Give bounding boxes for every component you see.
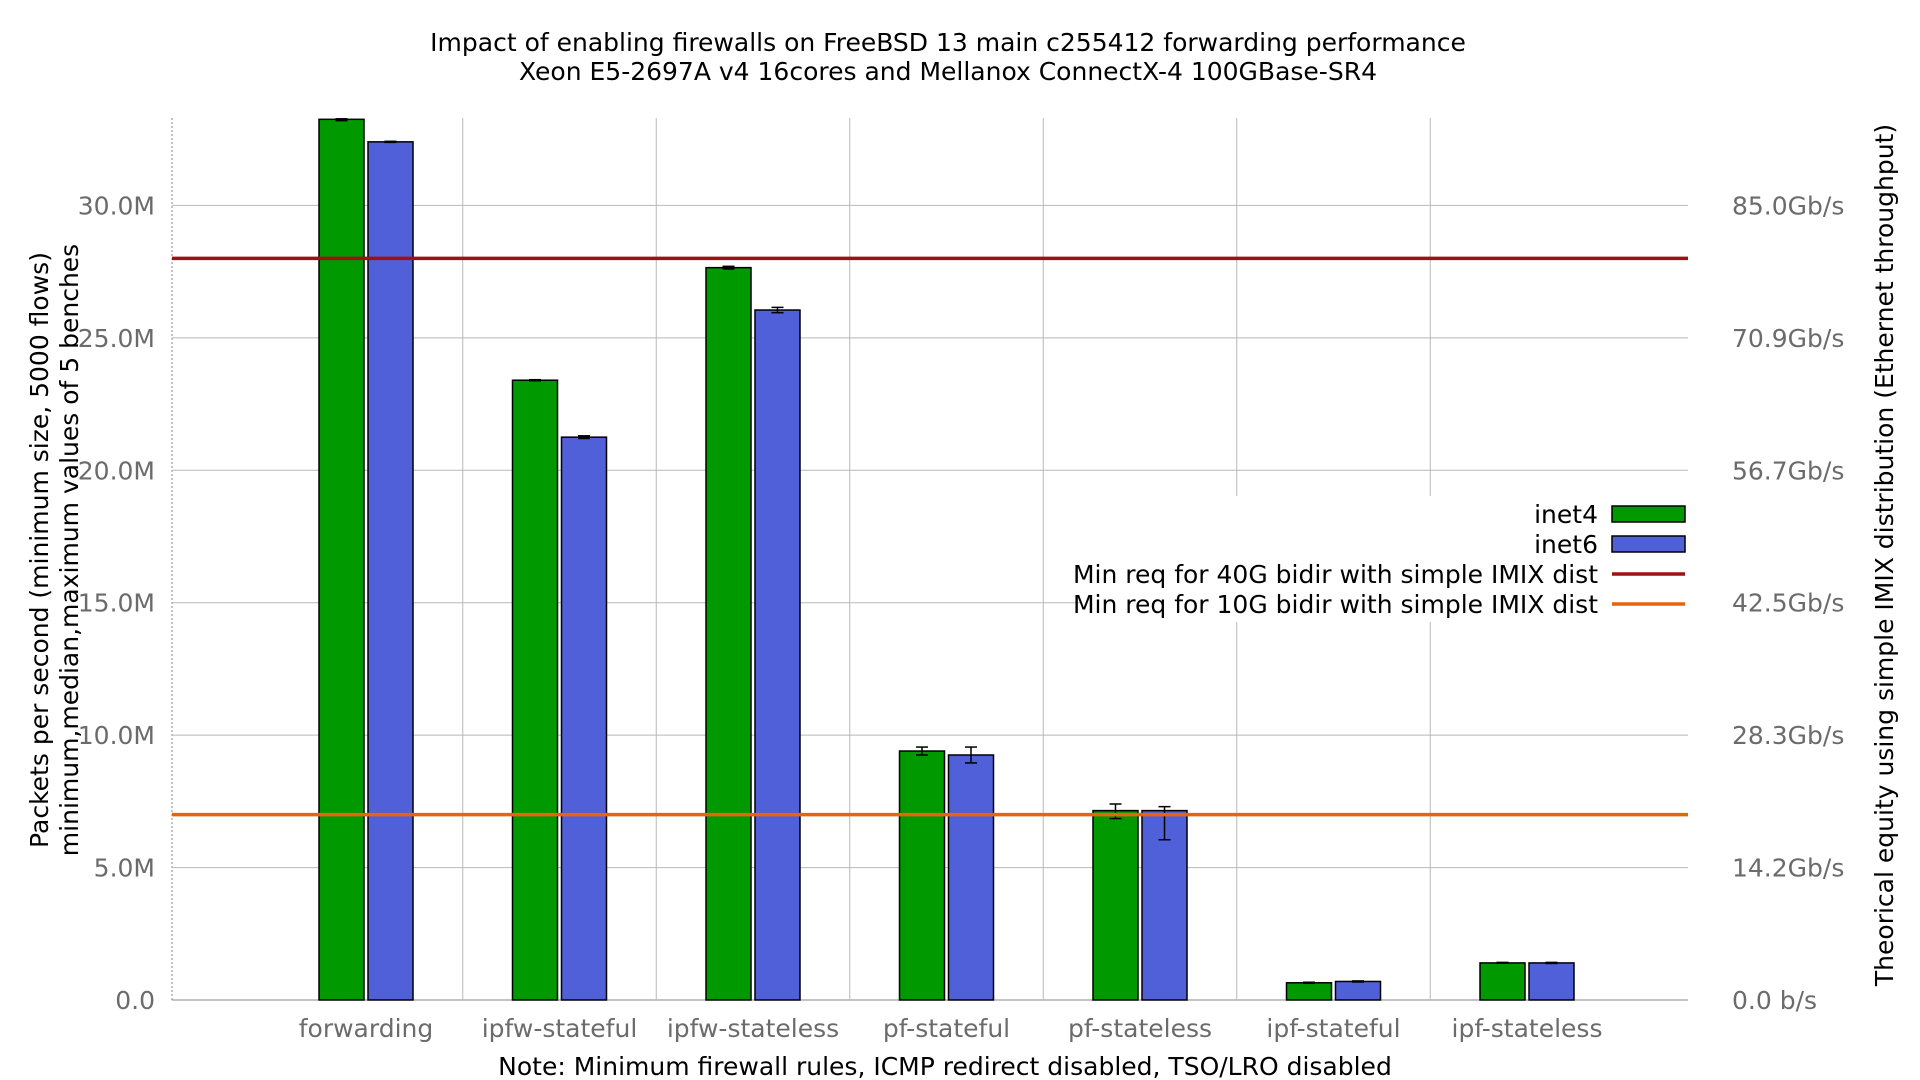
bar-inet4-ipfw-stateless: [705, 266, 752, 1001]
bar-inet6-ipfw-stateful: [560, 436, 608, 1001]
x-tick-label: ipf-stateless: [1452, 1014, 1603, 1043]
legend-swatch: [1611, 505, 1686, 523]
x-tick-label: forwarding: [299, 1014, 434, 1043]
y-tick-label: 10.0M: [78, 721, 155, 750]
bar-inet6-ipfw-stateless: [754, 309, 801, 1001]
y-tick-label: 15.0M: [78, 589, 155, 618]
x-tick-label: ipf-stateful: [1266, 1014, 1400, 1043]
x-tick-label: pf-stateless: [1068, 1014, 1212, 1043]
legend-background: [1080, 496, 1690, 622]
left-y-axis: 0.0 5.0M 10.0M 15.0M 20.0M 25.0M 30.0M: [78, 191, 155, 1015]
y2-tick-label: 70.9Gb/s: [1732, 324, 1844, 353]
reference-lines: [172, 256, 1688, 817]
y2-tick-label: 14.2Gb/s: [1732, 854, 1844, 883]
y-tick-label: 5.0M: [94, 854, 155, 883]
x-tick-label: ipfw-stateful: [482, 1014, 638, 1043]
bar-inet6-pf-stateful: [947, 754, 995, 1001]
legend-label: Min req for 10G bidir with simple IMIX d…: [1073, 590, 1598, 619]
legend-swatch: [1611, 535, 1686, 553]
x-axis-label: Note: Minimum firewall rules, ICMP redir…: [498, 1052, 1392, 1080]
chart-title: Impact of enabling firewalls on FreeBSD …: [430, 28, 1466, 57]
y-tick-label: 0.0: [115, 986, 155, 1015]
y2-tick-label: 0.0 b/s: [1732, 986, 1817, 1015]
legend-label: inet4: [1534, 500, 1598, 529]
y-axis-label: Packets per second (minimum size, 5000 f…: [25, 252, 54, 848]
y-tick-label: 20.0M: [78, 456, 155, 485]
legend-label: inet6: [1534, 530, 1598, 559]
right-y-axis: 0.0 b/s 14.2Gb/s 28.3Gb/s 42.5Gb/s 56.7Gb/s 7…: [1732, 191, 1844, 1015]
bar-inet6-ipf-stateful: [1334, 980, 1382, 1001]
legend-label: Min req for 40G bidir with simple IMIX d…: [1073, 560, 1598, 589]
bar-inet4-pf-stateless: [1092, 809, 1139, 1001]
bar-inet4-ipfw-stateful: [511, 379, 559, 1001]
y2-tick-label: 56.7Gb/s: [1732, 456, 1844, 485]
y-tick-label: 30.0M: [78, 191, 155, 220]
bar-inet4-pf-stateful: [898, 750, 946, 1001]
y2-tick-label: 85.0Gb/s: [1732, 191, 1844, 220]
y2-axis-label: Theorical equity using simple IMIX distr…: [1870, 124, 1899, 987]
bar-inet4-ipf-stateful: [1285, 982, 1333, 1001]
bar-inet6-pf-stateless: [1141, 809, 1188, 1001]
bar-inet6-forwarding: [367, 141, 414, 1001]
y-tick-label: 25.0M: [78, 324, 155, 353]
bar-inet4-forwarding: [318, 118, 365, 1001]
x-axis-tick-labels: forwarding ipfw-stateful ipfw-stateless pf-…: [299, 1014, 1603, 1043]
y-axis-label-secondary: minimum,median,maximum values of 5 bench…: [55, 244, 84, 856]
bar-inet4-ipf-stateless: [1479, 962, 1526, 1001]
y2-tick-label: 28.3Gb/s: [1732, 721, 1844, 750]
bar-series: [318, 118, 1575, 1001]
chart-subtitle: Xeon E5-2697A v4 16cores and Mellanox Co…: [519, 57, 1377, 86]
y2-tick-label: 42.5Gb/s: [1732, 589, 1844, 618]
x-tick-label: pf-stateful: [883, 1014, 1010, 1043]
bar-inet6-ipf-stateless: [1528, 962, 1575, 1001]
x-tick-label: ipfw-stateless: [667, 1014, 839, 1043]
